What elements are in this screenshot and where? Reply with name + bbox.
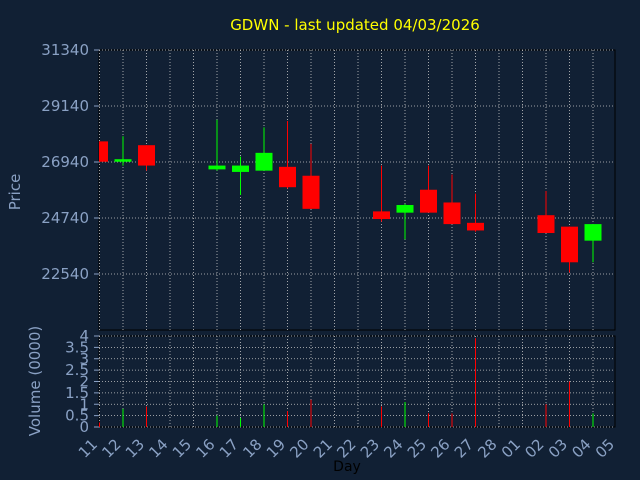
price-tick-label: 31340	[41, 41, 89, 59]
price-tick-label: 22540	[41, 265, 89, 283]
candles	[99, 119, 602, 273]
volume-tick-label: 0	[79, 418, 89, 436]
candle-body	[114, 159, 132, 162]
candle-body	[302, 175, 320, 209]
candle-body	[99, 141, 108, 162]
candle-body	[279, 166, 296, 188]
volume-tick-label: 1.5	[65, 384, 89, 402]
volume-tick-label: 2	[79, 373, 89, 391]
price-plot-area	[98, 49, 616, 331]
volume-bars	[99, 338, 594, 427]
candle-body	[443, 202, 461, 225]
price-grid	[99, 49, 615, 330]
price-tick-label: 24740	[41, 209, 89, 227]
volume-tick-label: 0.5	[65, 407, 89, 425]
candle-body	[373, 211, 390, 220]
chart-title: GDWN - last updated 04/03/2026	[230, 16, 480, 34]
volume-panel: 00.511.522.533.54 Volume (0000)	[26, 326, 616, 436]
volume-y-axis-label: Volume (0000)	[26, 326, 44, 436]
candle-body	[467, 222, 484, 231]
volume-tick-label: 4	[79, 327, 89, 345]
volume-y-ticks: 00.511.522.533.54	[65, 327, 99, 436]
volume-tick-label: 1	[79, 395, 89, 413]
price-tick-label: 29140	[41, 97, 89, 115]
volume-tick-label: 3	[79, 350, 89, 368]
price-tick-label: 26940	[41, 153, 89, 171]
candle-body	[396, 205, 414, 213]
candle-body	[584, 224, 602, 241]
volume-tick-label: 3.5	[65, 338, 89, 356]
x-axis-label: Day	[333, 459, 361, 475]
volume-grid	[99, 335, 615, 428]
candle-body	[537, 215, 555, 234]
candle-body	[420, 189, 437, 213]
price-panel: 31340 29140 26940 24740 22540 Price	[6, 41, 616, 331]
x-axis-tick-labels: 1112131415161718192021222324252627280102…	[75, 435, 618, 461]
price-y-ticks: 31340 29140 26940 24740 22540	[41, 41, 99, 283]
price-y-axis-label: Price	[6, 174, 24, 211]
candle-body	[208, 165, 226, 170]
candle-body	[255, 152, 273, 171]
candle-body	[138, 145, 155, 166]
candle-body	[232, 165, 249, 172]
volume-tick-label: 2.5	[65, 361, 89, 379]
candle-body	[561, 226, 578, 263]
